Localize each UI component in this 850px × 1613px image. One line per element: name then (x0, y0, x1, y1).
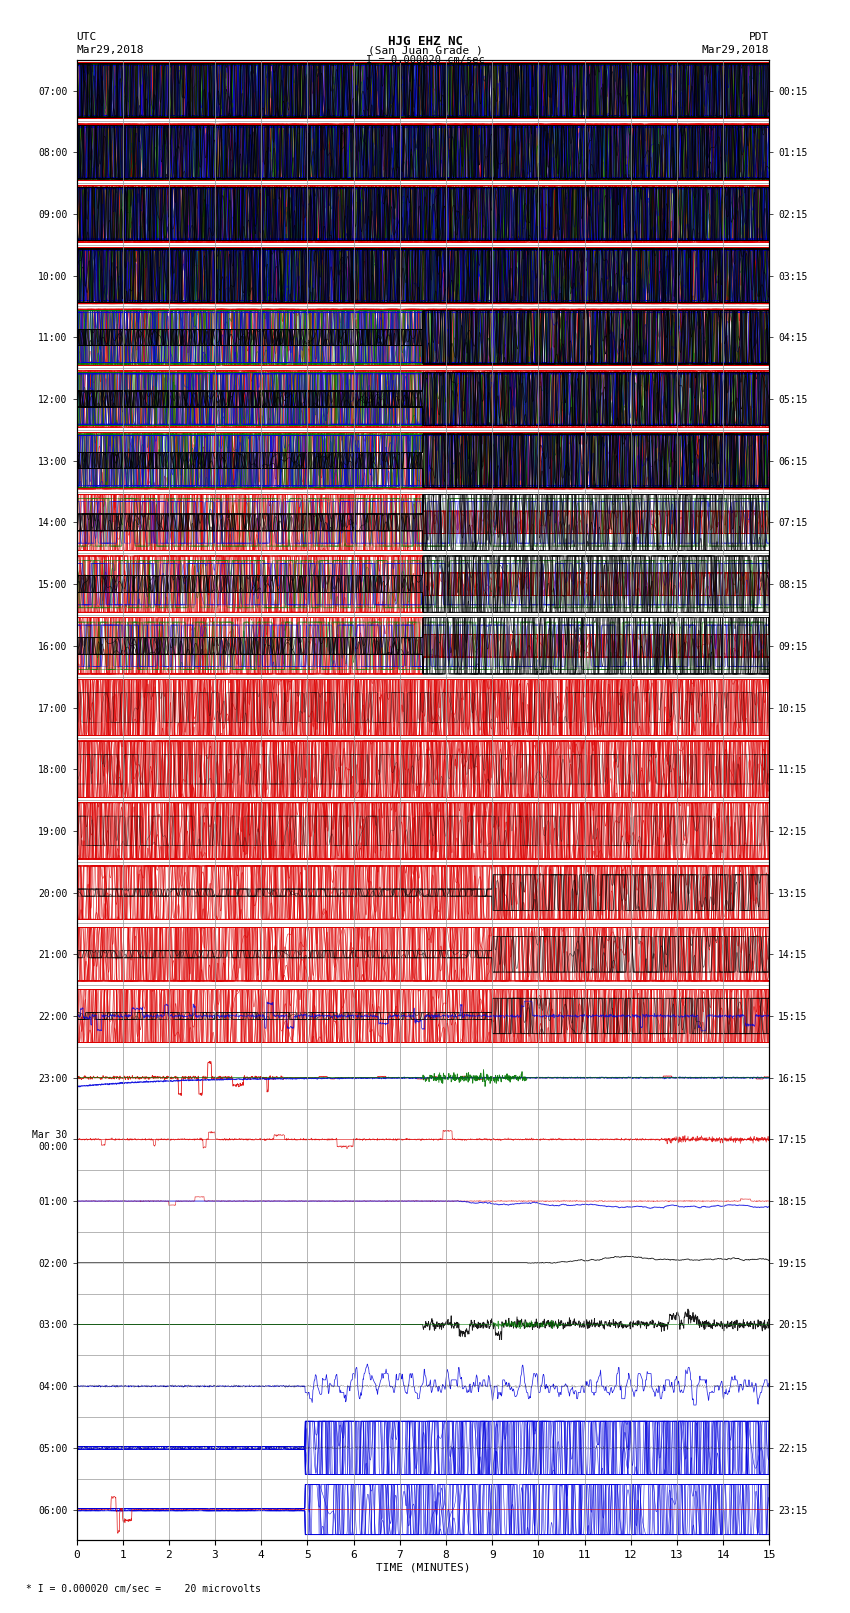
Text: * I = 0.000020 cm/sec =    20 microvolts: * I = 0.000020 cm/sec = 20 microvolts (26, 1584, 260, 1594)
Text: Mar29,2018: Mar29,2018 (76, 45, 144, 55)
X-axis label: TIME (MINUTES): TIME (MINUTES) (376, 1563, 470, 1573)
Text: I = 0.000020 cm/sec: I = 0.000020 cm/sec (366, 55, 484, 65)
Text: Mar29,2018: Mar29,2018 (702, 45, 769, 55)
Text: PDT: PDT (749, 32, 769, 42)
Text: HJG EHZ NC: HJG EHZ NC (388, 35, 462, 48)
Text: UTC: UTC (76, 32, 97, 42)
Text: (San Juan Grade ): (San Juan Grade ) (367, 45, 483, 55)
